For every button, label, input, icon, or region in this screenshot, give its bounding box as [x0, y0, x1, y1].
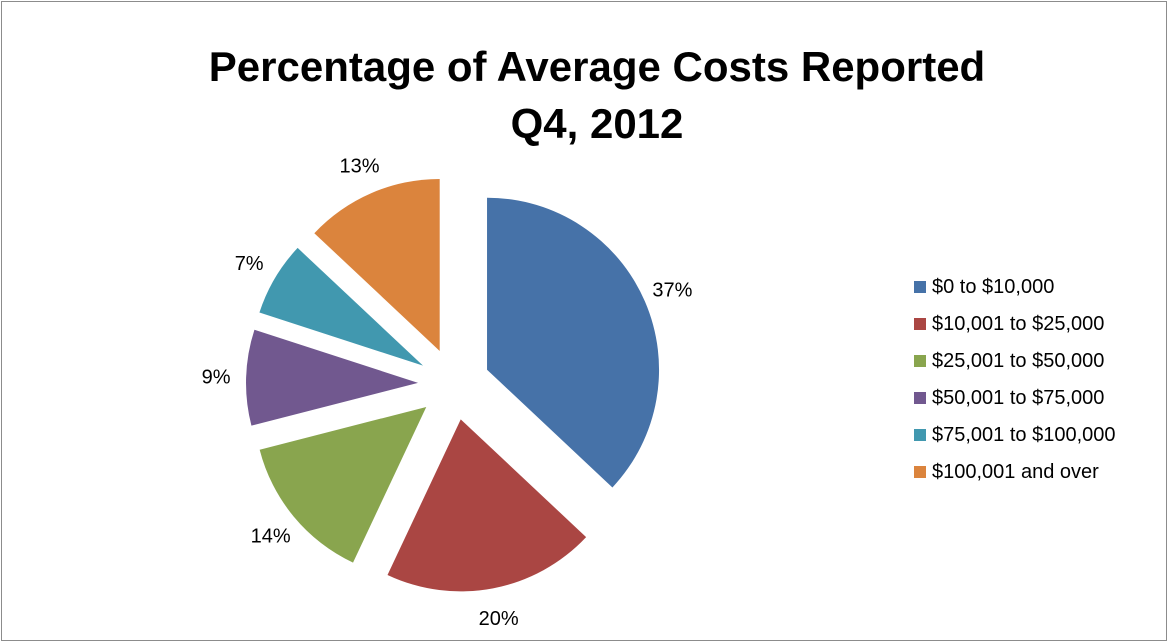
legend-label: $10,001 to $25,000	[932, 313, 1105, 335]
legend-label: $0 to $10,000	[932, 276, 1055, 298]
pie-slice-0-to-10-000	[487, 197, 660, 488]
legend-swatch	[914, 355, 926, 367]
data-label-10-001-to-25-000: 20%	[479, 608, 519, 630]
legend-label: $25,001 to $50,000	[932, 350, 1105, 372]
pie-slice-75-001-to-100-000	[259, 247, 424, 366]
data-label-50-001-to-75-000: 9%	[202, 367, 231, 389]
pie-slice-25-001-to-50-000	[259, 406, 427, 563]
legend-item-75-001-to-100-000: $75,001 to $100,000	[914, 418, 1164, 455]
data-label-0-to-10-000: 37%	[652, 279, 692, 301]
legend-swatch	[914, 466, 926, 478]
data-label-75-001-to-100-000: 7%	[235, 253, 264, 275]
data-label-100-001-and-over: 13%	[339, 156, 379, 178]
data-label-25-001-to-50-000: 14%	[251, 526, 291, 548]
pie-slice-50-001-to-75-000	[246, 329, 419, 426]
legend-item-10-001-to-25-000: $10,001 to $25,000	[914, 307, 1164, 344]
legend-item-100-001-and-over: $100,001 and over	[914, 455, 1164, 492]
legend-swatch	[914, 392, 926, 404]
legend-label: $75,001 to $100,000	[932, 424, 1116, 446]
legend-item-25-001-to-50-000: $25,001 to $50,000	[914, 344, 1164, 381]
legend-item-50-001-to-75-000: $50,001 to $75,000	[914, 381, 1164, 418]
legend-label: $50,001 to $75,000	[932, 387, 1105, 409]
legend-label: $100,001 and over	[932, 461, 1099, 483]
chart-title-line-2: Q4, 2012	[510, 100, 684, 147]
pie-slice-100-001-and-over	[314, 178, 440, 351]
legend-item-0-to-10-000: $0 to $10,000	[914, 270, 1164, 307]
chart-title: Percentage of Average Costs Reported Q4,…	[2, 38, 1170, 152]
legend-swatch	[914, 429, 926, 441]
chart-title-line-1: Percentage of Average Costs Reported	[208, 43, 986, 90]
legend-swatch	[914, 318, 926, 330]
legend-swatch	[914, 281, 926, 293]
pie-slice-10-001-to-25-000	[387, 419, 587, 592]
legend: $0 to $10,000 $10,001 to $25,000 $25,001 t…	[914, 270, 1164, 492]
